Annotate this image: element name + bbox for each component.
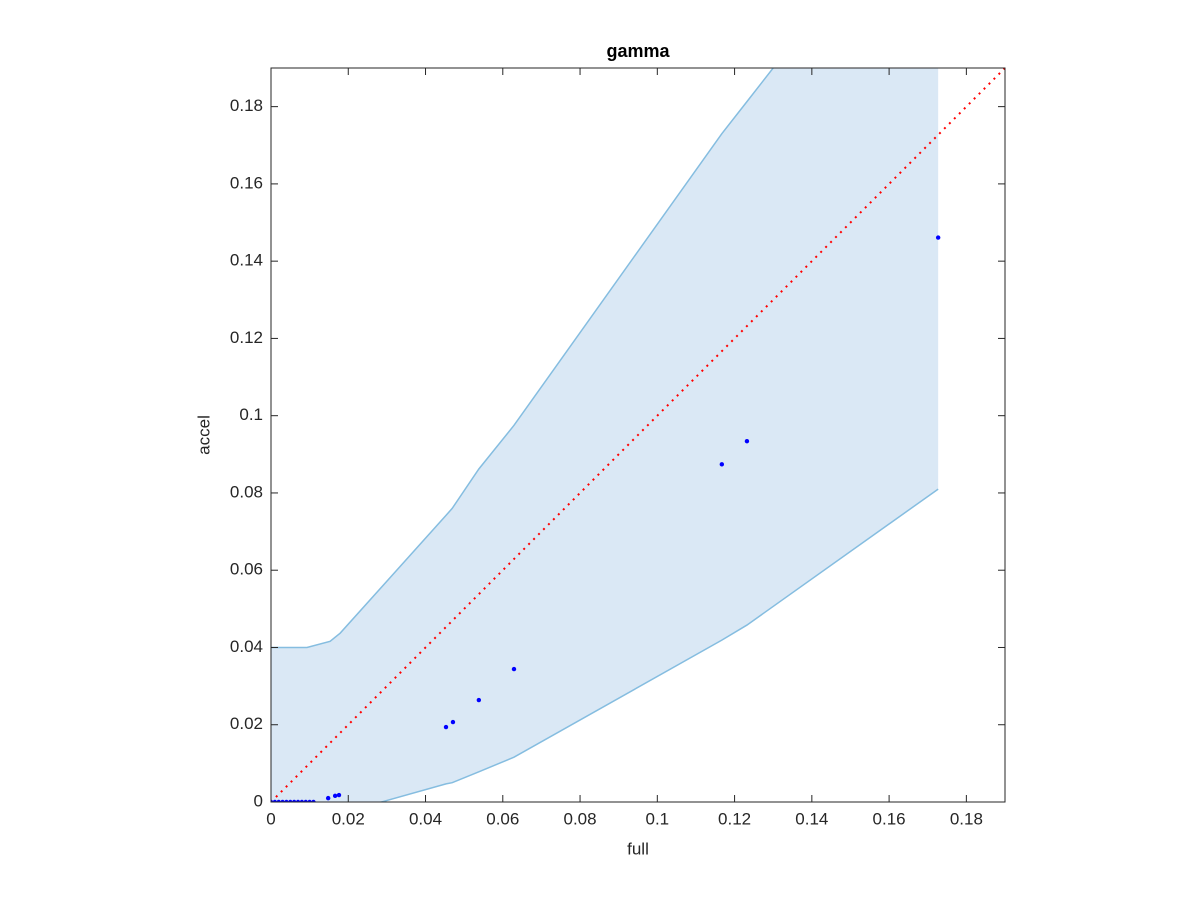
x-tick-label: 0.04 xyxy=(409,809,442,828)
data-point xyxy=(476,697,482,703)
x-tick-label: 0.18 xyxy=(950,809,983,828)
x-tick-label: 0.14 xyxy=(795,809,828,828)
data-point xyxy=(288,799,293,802)
y-tick-label: 0.18 xyxy=(230,96,263,115)
data-point xyxy=(935,235,941,240)
reference-line xyxy=(271,68,1005,802)
data-point xyxy=(276,799,281,802)
x-tick-label: 0.02 xyxy=(332,809,365,828)
plot-layer xyxy=(271,68,1005,802)
data-point xyxy=(291,799,297,802)
y-tick-label: 0.02 xyxy=(230,714,263,733)
x-tick-label: 0.08 xyxy=(564,809,597,828)
data-point xyxy=(280,799,285,802)
band-edge xyxy=(271,68,775,649)
data-point xyxy=(336,792,342,798)
x-tick-label: 0.06 xyxy=(486,809,519,828)
data-point xyxy=(299,799,305,802)
data-point xyxy=(272,799,278,802)
data-point xyxy=(311,799,316,802)
y-tick-label: 0.06 xyxy=(230,560,263,579)
data-point xyxy=(443,724,449,730)
y-tick-label: 0.14 xyxy=(230,251,263,270)
data-point xyxy=(271,799,274,802)
y-tick-label: 0.12 xyxy=(230,328,263,347)
data-point xyxy=(450,719,456,725)
data-point xyxy=(284,799,289,802)
data-point xyxy=(307,799,312,802)
y-axis-label: accel xyxy=(194,415,213,455)
y-tick-label: 0 xyxy=(254,791,263,810)
data-point xyxy=(325,795,331,801)
y-tick-label: 0.1 xyxy=(239,405,263,424)
x-tick-label: 0.12 xyxy=(718,809,751,828)
data-point xyxy=(511,666,517,672)
axes-layer: 0 0.02 0.04 0.06 0.08 0.1 0.12 0.14 0.16 0.18 0 0.0… xyxy=(230,67,1006,828)
band-edge xyxy=(378,488,939,802)
data-point xyxy=(719,462,725,467)
data-point xyxy=(332,793,338,799)
x-tick-label: 0 xyxy=(266,809,275,828)
x-axis-label: full xyxy=(627,839,649,858)
data-point xyxy=(303,799,308,802)
chart-title: gamma xyxy=(606,41,670,61)
y-tick-label: 0.16 xyxy=(230,173,263,192)
y-tick-label: 0.04 xyxy=(230,637,263,656)
y-tick-label: 0.08 xyxy=(230,482,263,501)
x-tick-label: 0.16 xyxy=(873,809,906,828)
data-point xyxy=(744,438,750,444)
axes-box xyxy=(270,67,1006,803)
data-point xyxy=(295,799,301,802)
x-tick-label: 0.1 xyxy=(645,809,669,828)
confidence-band xyxy=(271,68,939,802)
